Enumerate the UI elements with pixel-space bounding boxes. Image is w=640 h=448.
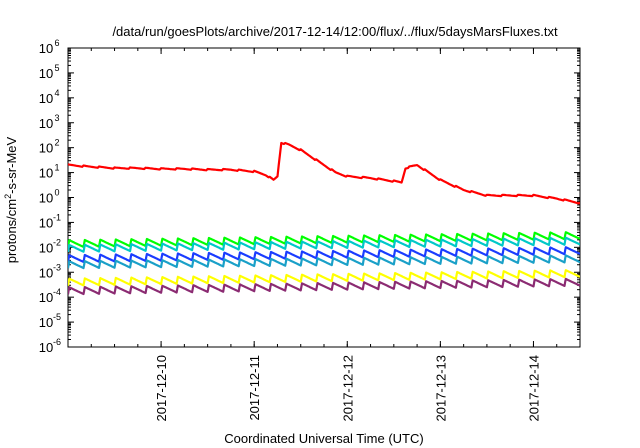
- series-line-3: [68, 236, 580, 253]
- y-tick-label: 100: [39, 188, 60, 206]
- y-tick-label: 10-1: [39, 212, 61, 230]
- y-tick-label: 10-3: [39, 262, 61, 280]
- plot-area: [68, 141, 580, 296]
- y-tick-label: 103: [39, 113, 60, 131]
- series-line-4: [68, 246, 580, 263]
- y-tick-label: 101: [39, 163, 60, 181]
- y-tick-label: 10-5: [39, 312, 61, 330]
- series-line-1: [68, 141, 580, 205]
- y-axis-label: protons/cm2-s-sr-MeV: [3, 136, 19, 263]
- x-tick-label: 2017-12-10: [154, 355, 169, 422]
- y-tick-label: 104: [39, 88, 60, 106]
- series-line-2: [68, 231, 580, 248]
- y-tick-label: 10-4: [39, 287, 61, 305]
- y-tick-label: 10-6: [39, 337, 61, 355]
- x-axis-label: Coordinated Universal Time (UTC): [224, 431, 423, 446]
- y-tick-label: 102: [39, 138, 60, 156]
- plot-frame: [67, 47, 581, 348]
- x-tick-label: 2017-12-13: [433, 355, 448, 422]
- series-line-7: [68, 277, 580, 296]
- series-group: [68, 141, 580, 296]
- y-tick-label: 105: [39, 63, 60, 81]
- y-tick-label: 106: [39, 38, 60, 56]
- x-tick-label: 2017-12-12: [340, 355, 355, 422]
- series-line-6: [68, 269, 580, 287]
- chart-title: /data/run/goesPlots/archive/2017-12-14/1…: [112, 24, 558, 39]
- series-line-5: [68, 254, 580, 270]
- x-tick-label: 2017-12-11: [247, 355, 262, 421]
- x-tick-label: 2017-12-14: [526, 355, 541, 422]
- y-tick-label: 10-2: [39, 237, 61, 255]
- x-axis: 2017-12-10 2017-12-11 2017-12-12 2017-12-13…: [67, 48, 581, 422]
